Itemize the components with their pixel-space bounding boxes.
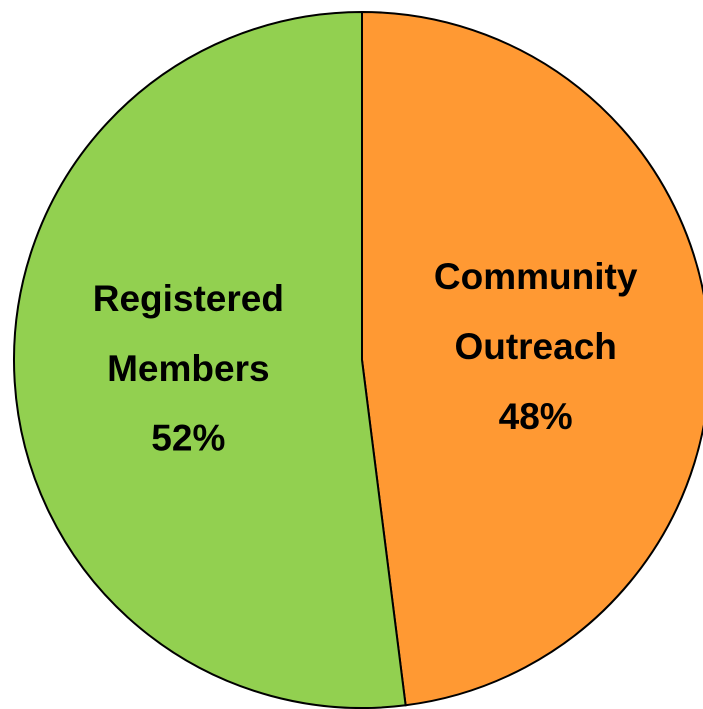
slice-label: Registered Members [93,278,284,389]
value-label: 52% [151,418,225,459]
pie-slice [361,10,703,707]
slice-label-line: Community [434,256,638,297]
pie-slice [13,10,407,709]
slice-label: Community Outreach [434,256,638,367]
slice-label-line: Outreach [454,326,616,367]
slice-label-line: Registered [93,278,284,319]
slice-label-line: Members [107,348,269,389]
value-label: 48% [499,396,573,437]
